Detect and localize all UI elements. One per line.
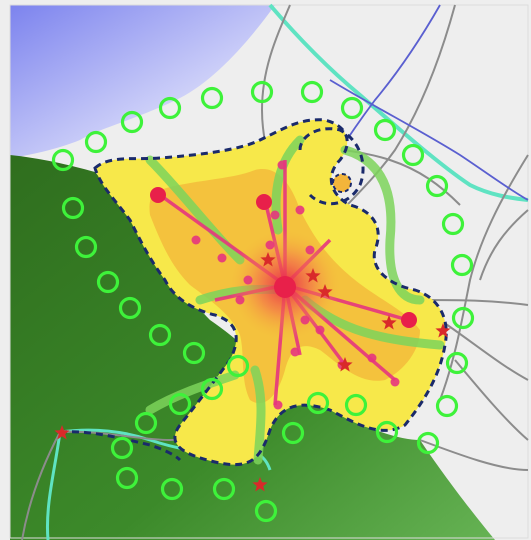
star-icon [252,477,268,492]
star-icon [337,357,353,372]
major-centers [150,187,417,328]
green-ring-icon [435,394,459,418]
green-ring-icon [160,477,184,501]
green-ring-icon [84,130,108,154]
green-ring-icon [200,86,224,110]
station-dot [300,315,310,325]
green-ring-network [51,80,475,523]
green-ring-icon [158,96,182,120]
green-ring-icon [182,341,206,365]
green-ring-icon [200,377,224,401]
green-ring-icon [375,420,399,444]
green-ring-icon [120,110,144,134]
green-ring-icon [148,323,172,347]
station-dot [270,210,280,220]
cyan-line-north [268,3,529,202]
enclave-center [332,173,352,193]
green-ring-icon [344,393,368,417]
green-ring-icon [96,270,120,294]
star-markers [54,252,451,492]
station-dot [273,400,283,410]
green-ring-icon [340,96,364,120]
station-dot [305,245,315,255]
center-dot-icon [401,312,417,328]
green-ring-icon [110,436,134,460]
station-dot [390,377,400,387]
star-icon [54,425,70,440]
station-dot [277,160,287,170]
station-dot [243,275,253,285]
star-icon [381,315,397,330]
green-ring-icon [306,391,330,415]
green-ring-icon [401,143,425,167]
green-ring-icon [441,212,465,236]
green-ring-icon [254,499,278,523]
green-ring-icon [74,235,98,259]
enclave-boundary [298,127,365,206]
green-ring-icon [281,421,305,445]
green-ring-icon [416,431,440,455]
green-ring-icon [250,80,274,104]
station-dot [315,325,325,335]
station-dot [295,205,305,215]
map-border [9,4,529,539]
station-dot [191,235,201,245]
green-ring-icon [61,196,85,220]
green-ring-icon [118,296,142,320]
green-ring-icon [451,306,475,330]
station-dot [367,353,377,363]
green-ring-icon [51,148,75,172]
center-dot-icon [150,187,166,203]
green-ring-icon [425,174,449,198]
green-ring-icon [300,80,324,104]
star-icon [260,252,276,267]
station-dot [265,240,275,250]
urban-boundary [93,118,448,467]
green-ring-icon [373,118,397,142]
star-icon [317,284,333,299]
station-dots [191,160,400,410]
southwest-boundary [59,430,182,462]
star-icon [305,268,321,283]
star-icon [435,323,451,338]
green-ring-icon [445,351,469,375]
center-dot-icon [274,276,296,298]
green-ring-icon [450,253,474,277]
green-ring-icon [212,477,236,501]
station-dot [217,253,227,263]
green-ring-icon [134,411,158,435]
station-dot [235,295,245,305]
sea-area [10,5,275,158]
green-ring-icon [115,466,139,490]
station-dot [290,347,300,357]
green-ring-icon [168,392,192,416]
center-dot-icon [256,194,272,210]
green-ring-icon [226,354,250,378]
